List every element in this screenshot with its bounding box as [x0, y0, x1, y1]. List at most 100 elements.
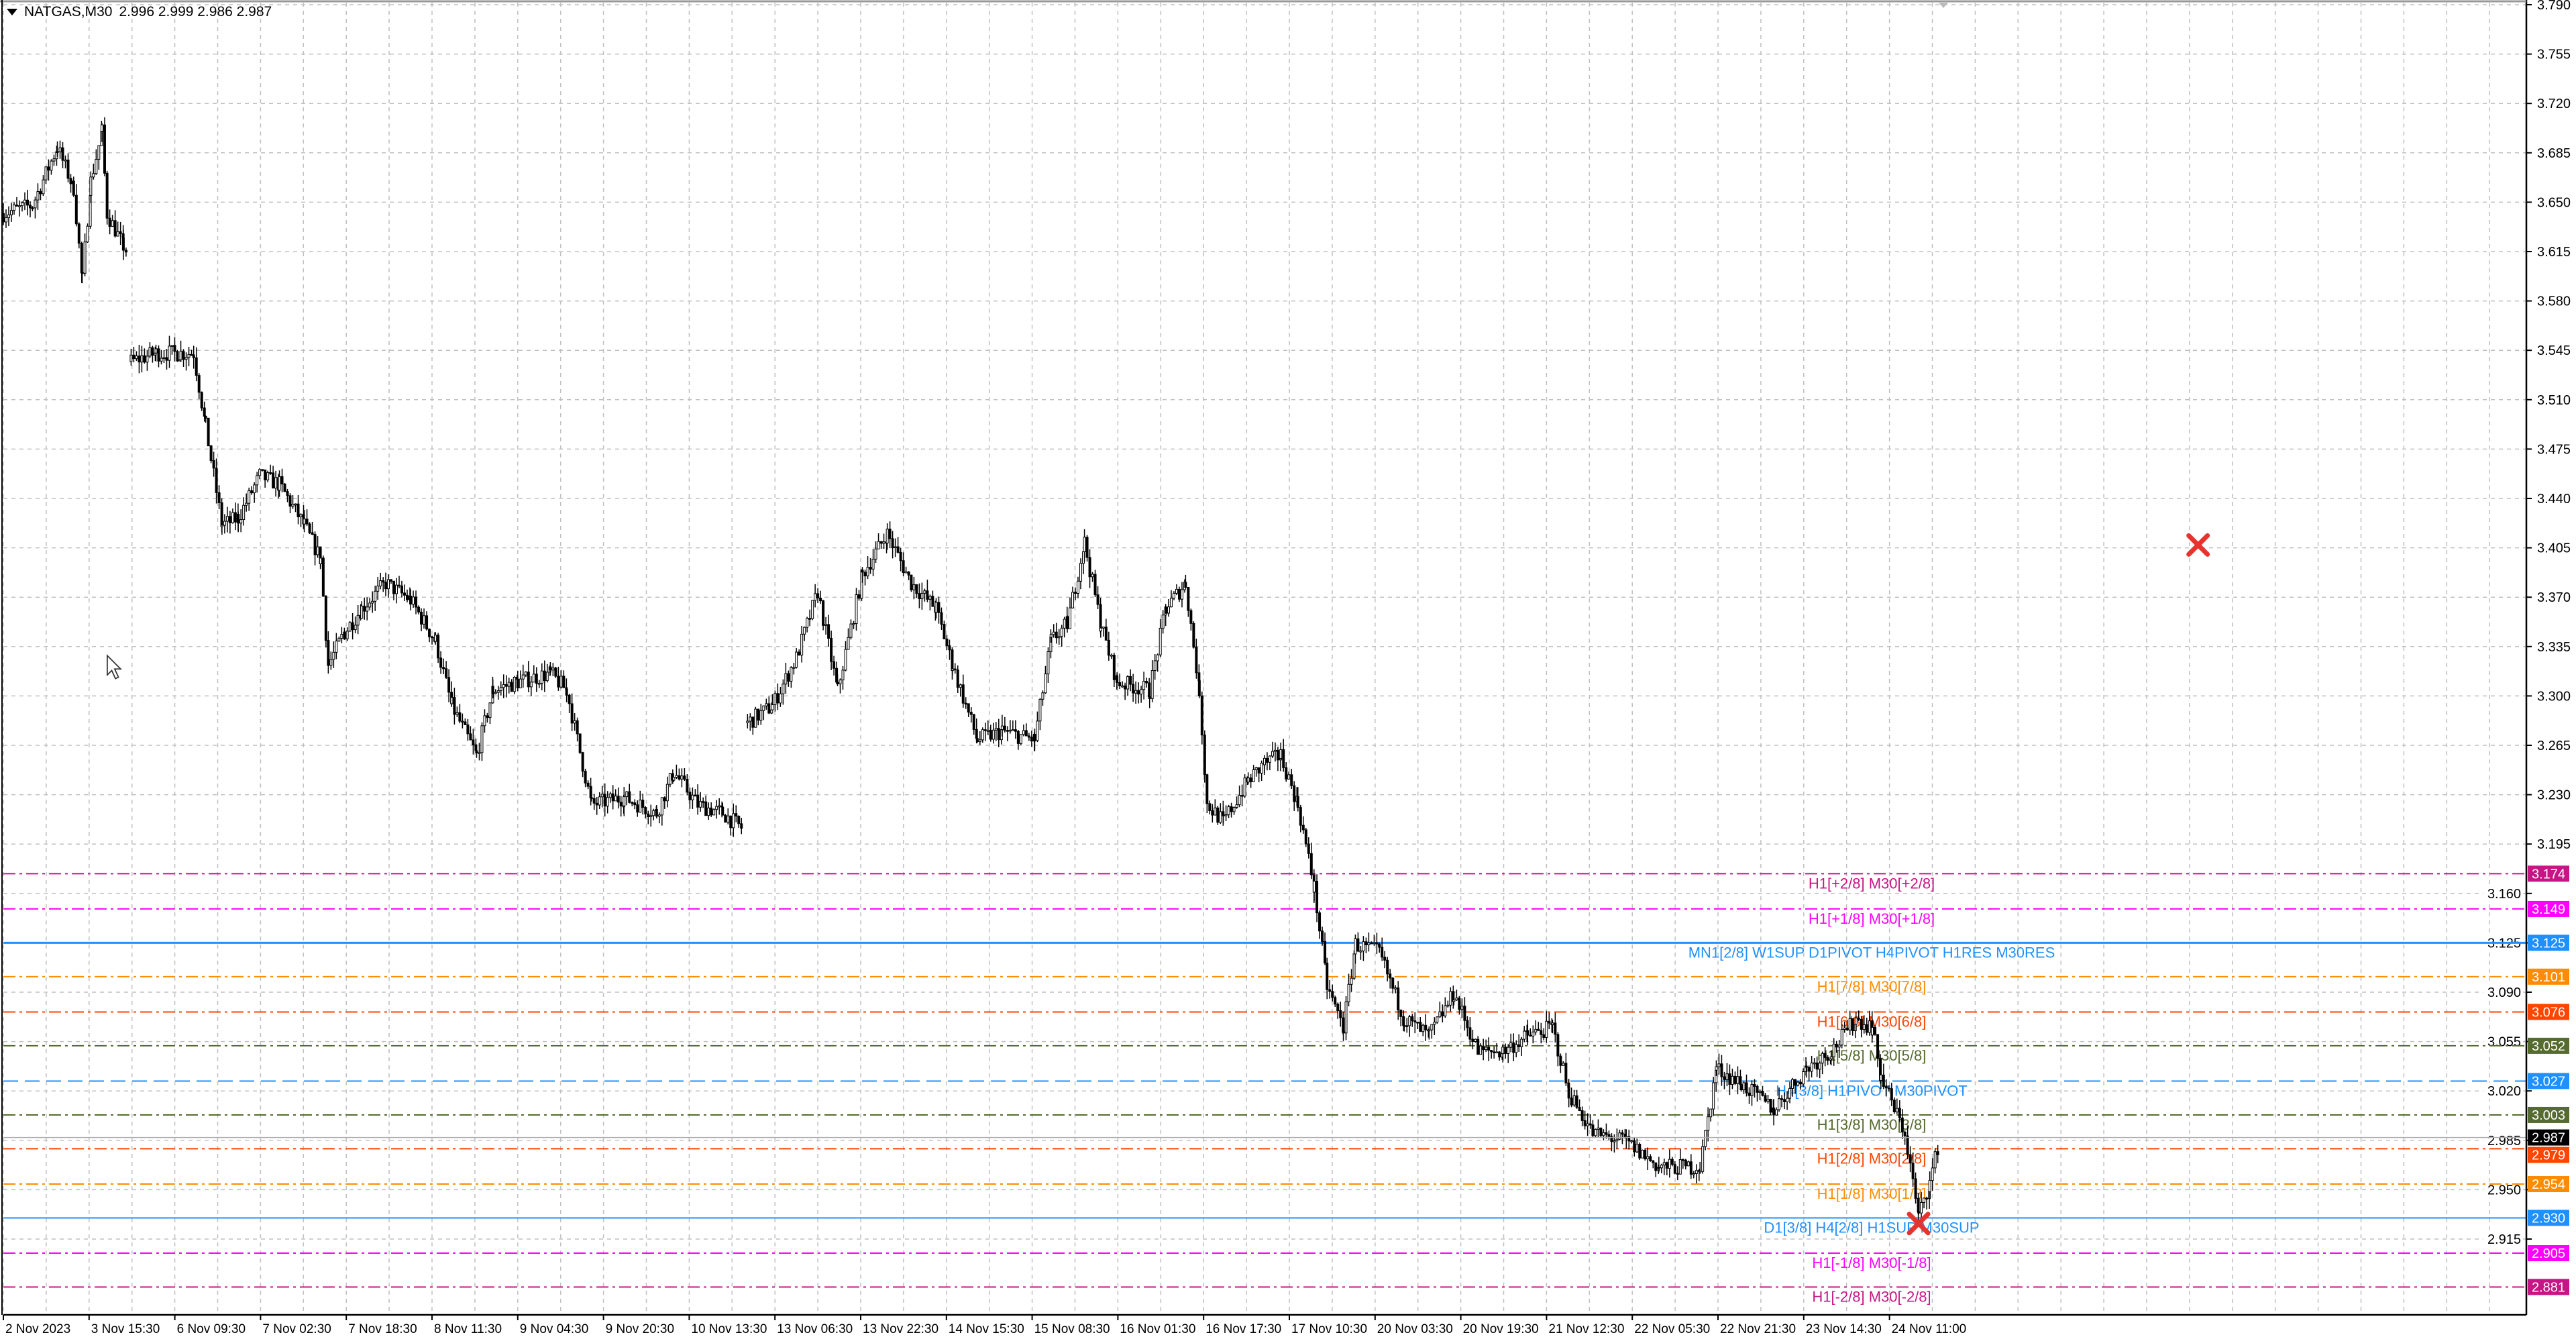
candle-body: [1753, 1084, 1756, 1087]
candle-body: [603, 794, 606, 807]
shift-marker-icon[interactable]: [1939, 3, 1948, 8]
candle-body: [1914, 1178, 1917, 1199]
candle-body: [694, 794, 697, 797]
candle-body: [912, 584, 916, 590]
level-price-label: 3.149: [2532, 902, 2565, 917]
candle-body: [931, 596, 934, 607]
level-price-badge: [2528, 968, 2569, 985]
candle-body: [486, 715, 489, 718]
candle-body: [712, 809, 716, 816]
candle-body: [1016, 731, 1020, 744]
plot-area[interactable]: [3, 3, 2526, 1315]
candle-body: [590, 797, 593, 799]
candle-body: [1788, 1088, 1792, 1099]
time-tick-label: 13 Nov 06:30: [777, 1322, 853, 1336]
candle-body: [108, 217, 111, 227]
candle-body: [475, 750, 478, 753]
candle-body: [762, 705, 765, 711]
candle-body: [74, 195, 78, 225]
candle-body: [874, 548, 877, 559]
candle-body: [447, 677, 451, 693]
candle-body: [1399, 1010, 1403, 1017]
candle-body: [1232, 806, 1236, 812]
candle-body: [1572, 1095, 1576, 1106]
candle-body: [1356, 938, 1360, 952]
candle-body: [100, 124, 103, 132]
candle-body: [639, 800, 642, 813]
candle-body: [1140, 689, 1143, 695]
candle-body: [1517, 1044, 1521, 1047]
candle-body: [1848, 1018, 1851, 1030]
candle-body: [675, 775, 678, 778]
time-tick-label: 6 Nov 09:30: [177, 1322, 246, 1336]
candle-body: [1145, 681, 1148, 684]
candle-body: [581, 752, 584, 772]
level-price-badge: [2528, 865, 2569, 882]
candle-body: [1578, 1107, 1581, 1112]
candle-body: [86, 225, 89, 243]
candle-body: [926, 590, 929, 600]
candle-body: [1783, 1099, 1786, 1102]
candle-body: [779, 693, 782, 704]
price-tick-label: 3.020: [2487, 1084, 2521, 1099]
candle-body: [1362, 941, 1365, 952]
candle-body: [376, 586, 380, 592]
candle-body: [1920, 1201, 1923, 1214]
candle-body: [524, 672, 527, 676]
candle-body: [559, 676, 563, 688]
candle-body: [1102, 627, 1105, 629]
candle-body: [510, 682, 513, 692]
candle-body: [431, 636, 434, 639]
candle-body: [1216, 807, 1220, 823]
time-tick-label: 13 Nov 22:30: [863, 1322, 938, 1336]
candle-body: [1175, 588, 1178, 594]
candle-body: [415, 596, 418, 608]
candle-body: [943, 624, 946, 639]
level-price-label: 2.979: [2532, 1148, 2565, 1163]
candle-body: [173, 345, 176, 352]
dropdown-triangle-icon[interactable]: [7, 9, 17, 15]
candle-body: [1786, 1097, 1789, 1102]
candle-body: [1725, 1073, 1729, 1080]
time-tick-label: 22 Nov 05:30: [1634, 1322, 1710, 1336]
candle-body: [1208, 803, 1212, 811]
candle-body: [21, 202, 23, 207]
current-price-label: 2.987: [2532, 1131, 2565, 1146]
candle-body: [1731, 1075, 1734, 1085]
candle-body: [1460, 1006, 1464, 1010]
candle-body: [1723, 1076, 1726, 1080]
candle-body: [1933, 1151, 1937, 1169]
candle-body: [1019, 734, 1022, 744]
candle-body: [1458, 998, 1461, 1010]
candle-body: [1455, 998, 1458, 1001]
candle-body: [1750, 1084, 1754, 1096]
candle-body: [332, 651, 335, 660]
candle-body: [1091, 574, 1094, 578]
candle-body: [1618, 1132, 1621, 1140]
candle-body: [1715, 1066, 1718, 1071]
candle-body: [847, 637, 850, 650]
candle-body: [1665, 1162, 1668, 1169]
candle-body: [386, 579, 390, 590]
ohlc-values: 2.996 2.999 2.986 2.987: [119, 4, 272, 19]
candle-body: [1227, 806, 1230, 815]
candle-body: [1876, 1034, 1880, 1059]
candle-body: [1444, 1005, 1447, 1016]
candle-body: [379, 580, 382, 587]
price-tick-label: 3.265: [2537, 739, 2571, 753]
candle-body: [948, 645, 951, 651]
candle-body: [405, 594, 409, 600]
candle-body: [480, 725, 484, 753]
candle-body: [217, 492, 221, 503]
candle-body: [231, 512, 234, 523]
candle-body: [1011, 729, 1014, 731]
candle-body: [1911, 1163, 1915, 1179]
candle-body: [1720, 1063, 1723, 1077]
candle-body: [400, 586, 403, 594]
candle-body: [95, 159, 98, 174]
candle-body: [735, 813, 738, 817]
candle-body: [92, 173, 95, 178]
candle-body: [1370, 942, 1373, 945]
price-tick-label: 3.615: [2537, 245, 2571, 260]
